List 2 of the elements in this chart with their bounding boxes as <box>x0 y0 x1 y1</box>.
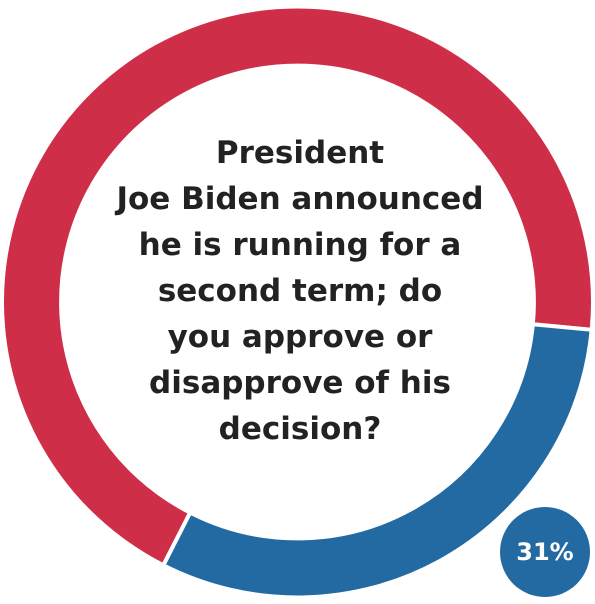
text: President Joe Biden announced he is running for a second term; do you approve or disapprove of his decision? <box>114 134 485 449</box>
circle-badge: 31% <box>500 507 590 597</box>
